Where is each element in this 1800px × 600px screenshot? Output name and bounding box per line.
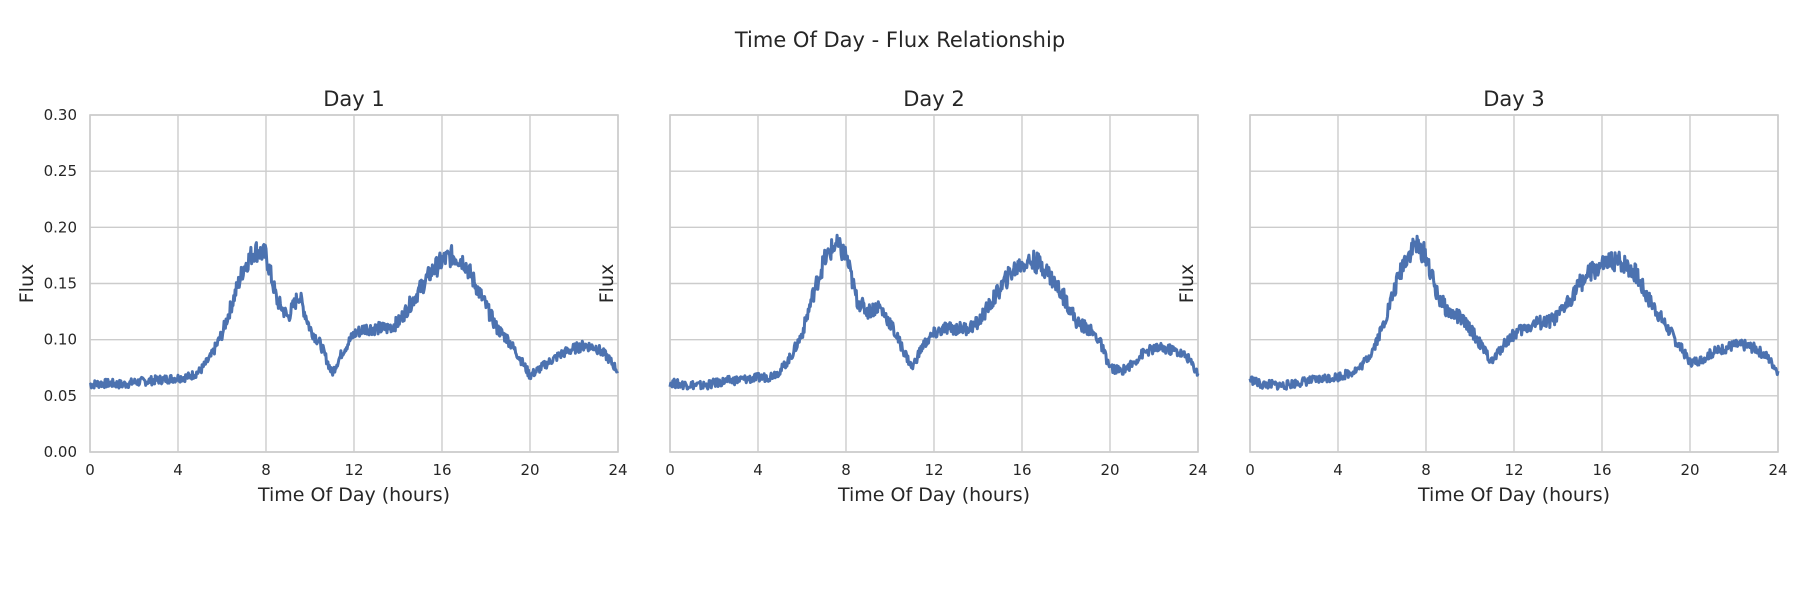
axes-frame bbox=[89, 114, 619, 453]
x-tick-label: 24 bbox=[608, 461, 627, 479]
x-tick-label: 20 bbox=[1680, 461, 1699, 479]
x-tick-label: 8 bbox=[261, 461, 271, 479]
x-tick-label: 20 bbox=[520, 461, 539, 479]
flux-series-line bbox=[1248, 234, 1780, 391]
subplots: 0 4 8 12 16 20 24 0.00 0.05 0.10 0.15 0.20 0.25 0.30 D… bbox=[16, 87, 1788, 506]
x-tick-label: 0 bbox=[1245, 461, 1255, 479]
y-tick-label: 0.00 bbox=[44, 443, 77, 461]
flux-series-line bbox=[88, 241, 619, 390]
x-axis-label: Time Of Day (hours) bbox=[1417, 484, 1610, 506]
y-tick-label: 0.25 bbox=[44, 162, 77, 180]
axes-frame bbox=[669, 114, 1199, 453]
subplot-day-3: 0 4 8 12 16 20 24 Day 3 Time Of Day (hours) Flux bbox=[1176, 87, 1788, 506]
figure-title: Time Of Day - Flux Relationship bbox=[734, 28, 1065, 52]
x-tick-label: 12 bbox=[1504, 461, 1523, 479]
x-tick-label: 24 bbox=[1768, 461, 1787, 479]
x-axis-label: Time Of Day (hours) bbox=[257, 484, 450, 506]
x-tick-label: 16 bbox=[1592, 461, 1611, 479]
y-tick-label: 0.15 bbox=[44, 275, 77, 293]
subplot-day-1: 0 4 8 12 16 20 24 0.00 0.05 0.10 0.15 0.20 0.25 0.30 D… bbox=[16, 87, 628, 506]
x-tick-label: 4 bbox=[753, 461, 763, 479]
x-tick-label: 16 bbox=[432, 461, 451, 479]
axes-frame bbox=[1249, 114, 1779, 453]
y-tick-label: 0.20 bbox=[44, 218, 77, 236]
x-tick-label: 16 bbox=[1012, 461, 1031, 479]
x-tick-label: 4 bbox=[1333, 461, 1343, 479]
x-tick-label: 12 bbox=[924, 461, 943, 479]
x-tick-label: 12 bbox=[344, 461, 363, 479]
panel-title: Day 3 bbox=[1483, 87, 1545, 111]
y-axis-label: Flux bbox=[1176, 264, 1198, 304]
x-tick-label: 24 bbox=[1188, 461, 1207, 479]
panel-title: Day 1 bbox=[323, 87, 385, 111]
x-tick-label: 4 bbox=[173, 461, 183, 479]
y-tick-label: 0.10 bbox=[44, 331, 77, 349]
x-tick-label: 8 bbox=[841, 461, 851, 479]
y-axis-label: Flux bbox=[596, 264, 618, 304]
subplot-day-2: 0 4 8 12 16 20 24 Day 2 Time Of Day (hours) Flux bbox=[596, 87, 1208, 506]
y-tick-label: 0.30 bbox=[44, 106, 77, 124]
x-tick-label: 20 bbox=[1100, 461, 1119, 479]
y-tick-label: 0.05 bbox=[44, 387, 77, 405]
flux-series-line bbox=[668, 233, 1200, 391]
y-axis-label: Flux bbox=[16, 264, 38, 304]
x-axis-label: Time Of Day (hours) bbox=[837, 484, 1030, 506]
panel-title: Day 2 bbox=[903, 87, 965, 111]
x-tick-label: 8 bbox=[1421, 461, 1431, 479]
x-tick-label: 0 bbox=[665, 461, 675, 479]
x-tick-label: 0 bbox=[85, 461, 95, 479]
